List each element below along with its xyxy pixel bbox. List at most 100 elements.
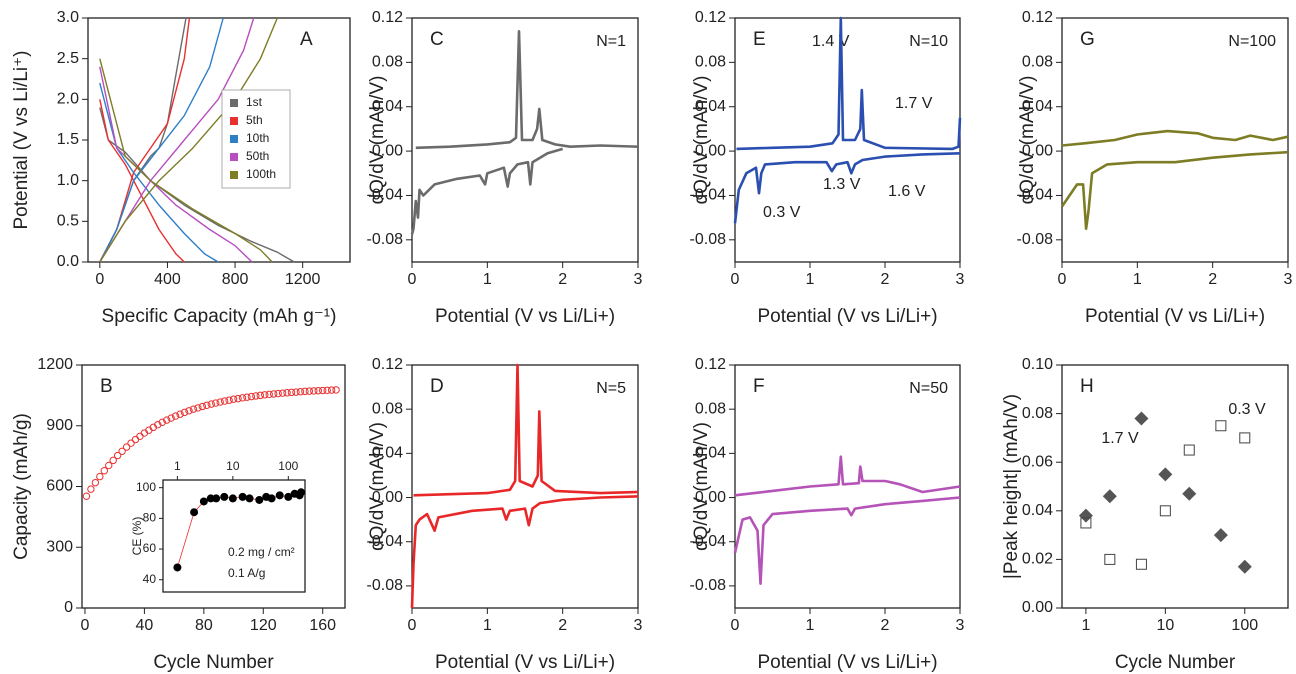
y-tick-label: 600 bbox=[46, 478, 73, 495]
curve bbox=[99, 58, 273, 263]
plot-frame bbox=[734, 364, 961, 609]
point bbox=[292, 388, 300, 396]
annotation: 1.6 V bbox=[888, 183, 926, 200]
point bbox=[265, 390, 273, 399]
panel-label: F bbox=[753, 376, 765, 397]
point bbox=[185, 407, 193, 415]
x-tick-label: 0 bbox=[1058, 271, 1067, 288]
y-tick-label: 0.08 bbox=[695, 400, 726, 417]
y-tick-label: 0.00 bbox=[372, 489, 403, 506]
legend-label: 50th bbox=[246, 149, 269, 163]
point bbox=[173, 563, 182, 572]
y-tick-label: 0.0 bbox=[57, 253, 79, 270]
point bbox=[283, 389, 291, 397]
point bbox=[314, 387, 322, 395]
point bbox=[284, 492, 293, 501]
curve bbox=[1060, 150, 1289, 230]
y-tick-label: 1.0 bbox=[57, 172, 79, 189]
point bbox=[198, 402, 207, 411]
annotation: 0.2 mg / cm² bbox=[228, 545, 295, 559]
x-tick-label: 800 bbox=[222, 271, 249, 288]
annotation: 1.7 V bbox=[895, 95, 933, 112]
x-tick-label: 400 bbox=[154, 271, 181, 288]
x-tick-label: 1 bbox=[483, 271, 492, 288]
y-tick-label: 1.5 bbox=[57, 131, 79, 148]
point bbox=[96, 472, 104, 481]
annotation: 1.4 V bbox=[812, 33, 850, 50]
point bbox=[122, 443, 131, 451]
curve bbox=[734, 455, 961, 497]
curve bbox=[410, 147, 564, 235]
plot-frame bbox=[411, 364, 639, 609]
point bbox=[1158, 467, 1173, 482]
x-axis-label: Specific Capacity (mAh g⁻¹) bbox=[102, 306, 337, 327]
curve bbox=[733, 496, 961, 585]
y-tick-label: 0.08 bbox=[372, 54, 403, 71]
x-axis-label: Potential (V vs Li/Li+) bbox=[757, 652, 937, 673]
point bbox=[118, 447, 126, 455]
y-tick-label: 0.12 bbox=[695, 356, 726, 373]
annotation: 0.1 A/g bbox=[228, 566, 265, 580]
y-tick-label: -0.08 bbox=[367, 231, 404, 248]
cycle-label: N=10 bbox=[909, 33, 948, 50]
x-tick-label: 3 bbox=[634, 617, 643, 634]
y-tick-label: 0.06 bbox=[1022, 453, 1053, 470]
point bbox=[190, 508, 199, 517]
point bbox=[203, 401, 211, 409]
point bbox=[229, 395, 238, 403]
legend-swatch bbox=[230, 135, 238, 143]
point bbox=[247, 392, 256, 401]
point bbox=[327, 386, 336, 394]
panel-label: E bbox=[753, 29, 766, 50]
point bbox=[212, 399, 220, 407]
curve bbox=[99, 17, 278, 263]
y-tick-label: 0.10 bbox=[1022, 356, 1053, 373]
point bbox=[1102, 489, 1117, 504]
x-tick-label: 0 bbox=[408, 271, 417, 288]
point bbox=[296, 388, 305, 396]
x-axis-label: Potential (V vs Li/Li+) bbox=[435, 306, 615, 327]
point bbox=[305, 387, 314, 395]
legend-label: 100th bbox=[246, 167, 276, 181]
point bbox=[113, 451, 122, 460]
curve bbox=[415, 30, 639, 150]
y-axis-label: dQ/dV (mAh/V) bbox=[691, 422, 712, 551]
point bbox=[199, 497, 208, 506]
x-tick-label: 3 bbox=[956, 271, 965, 288]
point bbox=[332, 386, 340, 394]
annotation: 0.3 V bbox=[763, 204, 801, 221]
point bbox=[189, 405, 198, 413]
x-tick-label: 0 bbox=[731, 617, 740, 634]
y-tick-label: 0.08 bbox=[1022, 54, 1053, 71]
y-tick-label: 0.08 bbox=[1022, 405, 1053, 422]
point bbox=[1213, 528, 1228, 543]
x-tick-label: 10 bbox=[1156, 617, 1174, 634]
point bbox=[1183, 444, 1195, 456]
y-tick-label: -0.08 bbox=[367, 577, 404, 594]
y-tick-label: 0.12 bbox=[372, 9, 403, 26]
x-tick-label: 1200 bbox=[285, 271, 321, 288]
point bbox=[1080, 517, 1092, 529]
point bbox=[1135, 558, 1147, 570]
legend-label: 1st bbox=[246, 95, 263, 109]
y-tick-label: -0.04 bbox=[367, 187, 404, 204]
point bbox=[274, 389, 282, 398]
point bbox=[234, 394, 242, 403]
y-tick-label: 100 bbox=[136, 480, 156, 494]
point bbox=[127, 439, 135, 447]
cycle-label: N=5 bbox=[596, 380, 626, 397]
cycle-label: N=1 bbox=[596, 33, 626, 50]
curve bbox=[99, 107, 295, 263]
x-tick-label: 3 bbox=[1284, 271, 1293, 288]
y-tick-label: 0.00 bbox=[1022, 599, 1053, 616]
x-tick-label: 10 bbox=[226, 459, 240, 473]
point bbox=[1159, 505, 1171, 517]
y-tick-label: 0.00 bbox=[695, 489, 726, 506]
point bbox=[167, 414, 175, 422]
x-tick-label: 1 bbox=[806, 617, 815, 634]
x-tick-label: 1 bbox=[806, 271, 815, 288]
point bbox=[319, 386, 327, 395]
y-tick-label: 900 bbox=[46, 417, 73, 434]
x-tick-label: 0 bbox=[408, 617, 417, 634]
